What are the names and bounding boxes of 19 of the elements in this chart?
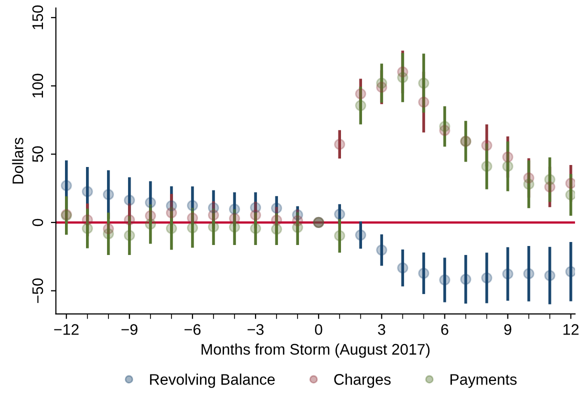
y-tick-label: 150 [32, 5, 44, 30]
x-tick-label: 9 [504, 324, 512, 335]
legend-label: Charges [334, 374, 391, 388]
x-axis-title: Months from Storm (August 2017) [202, 344, 430, 358]
x-tick-label: −6 [184, 324, 201, 335]
y-tick-label: 100 [32, 74, 44, 98]
y-axis-title: Dollars [12, 138, 24, 184]
legend-label: Revolving Balance [150, 374, 275, 388]
x-tick-label: −3 [248, 324, 264, 335]
y-tick-label: 0 [32, 218, 44, 226]
y-tick-label: −50 [32, 278, 44, 303]
x-tick-label: 6 [441, 324, 448, 335]
x-tick-label: −9 [121, 324, 138, 335]
x-tick-label: 3 [378, 324, 386, 335]
x-tick-label: −12 [54, 324, 79, 335]
legend-label: Payments [450, 374, 517, 388]
x-tick-label: 12 [563, 324, 579, 335]
y-tick-label: 50 [32, 146, 44, 162]
x-tick-label: 0 [314, 324, 322, 335]
